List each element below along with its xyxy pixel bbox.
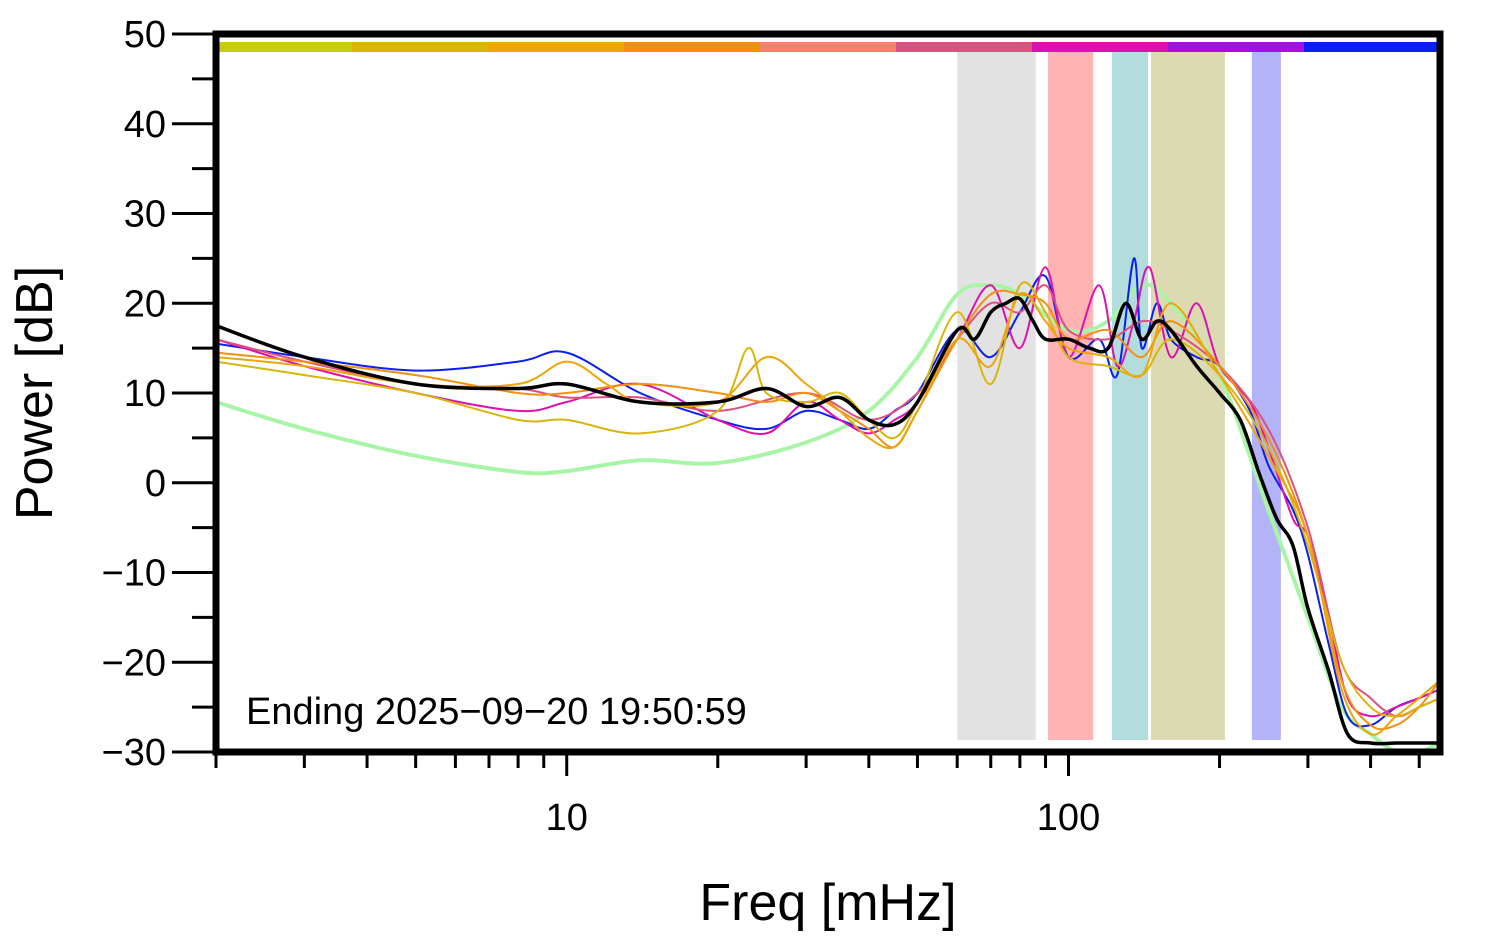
color-bar [216,42,1441,52]
y-tick-label: 0 [145,463,166,505]
series-line-1 [216,257,1440,728]
series-line-3 [216,284,1440,718]
y-axis-title: Power [dB] [6,266,64,520]
y-tick-label: 30 [124,194,166,236]
y-tick-label: −30 [102,732,166,774]
series-line-7 [216,296,1440,746]
color-bar-segment-6 [1032,42,1169,52]
color-bar-segment-2 [488,42,625,52]
color-bar-segment-8 [1304,42,1441,52]
x-tick-label: 10 [546,797,588,839]
series-line-6 [216,291,1440,736]
band-0 [957,52,1036,740]
y-tick-label: 20 [124,283,166,325]
x-axis-title: Freq [mHz] [699,874,956,932]
y-axis: 50 40 30 20 10 0 −10 −20 −30 [102,14,216,774]
band-3 [1150,52,1225,740]
y-tick-label: 40 [124,104,166,146]
color-bar-segment-0 [216,42,353,52]
frequency-bands [957,52,1281,740]
color-bar-segment-5 [896,42,1033,52]
band-4 [1251,52,1281,740]
color-bar-segment-7 [1168,42,1305,52]
y-tick-label: 10 [124,373,166,415]
y-tick-label: −20 [102,642,166,684]
band-1 [1047,52,1094,740]
color-bar-segment-4 [760,42,897,52]
series-lines [216,257,1440,752]
y-tick-label: −10 [102,553,166,595]
x-tick-label: 100 [1037,797,1100,839]
color-bar-segment-1 [352,42,489,52]
band-2 [1111,52,1148,740]
ending-timestamp-annotation: Ending 2025−09−20 19:50:59 [246,691,747,733]
x-axis: 10 100 [214,752,1421,839]
color-bar-segment-3 [624,42,761,52]
y-tick-label: 50 [124,14,166,56]
